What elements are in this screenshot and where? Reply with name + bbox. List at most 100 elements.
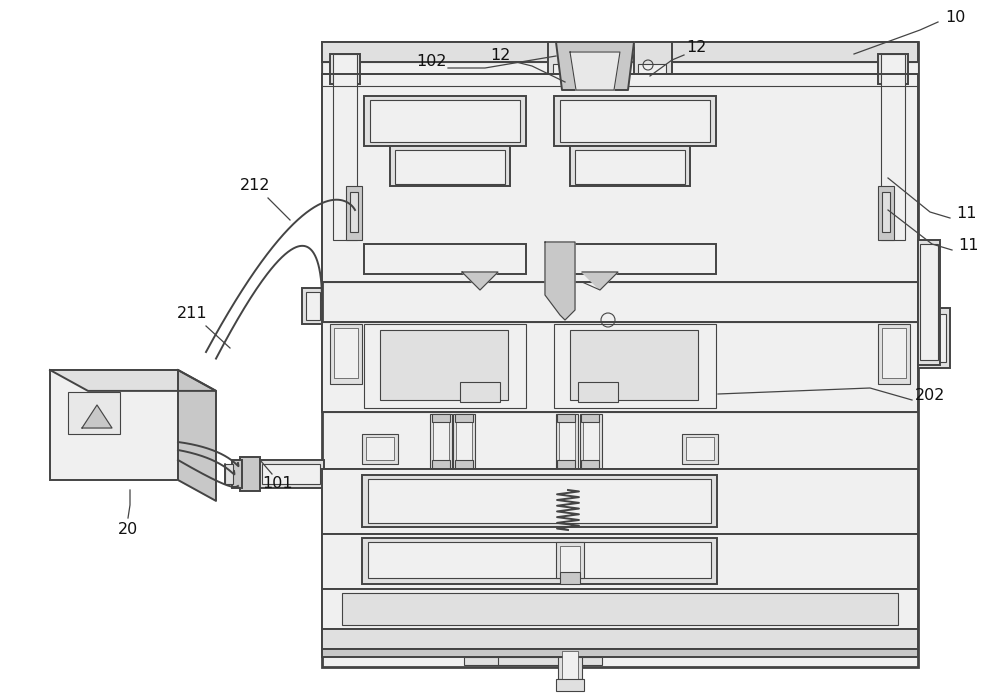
Bar <box>881 54 905 240</box>
Bar <box>364 244 526 274</box>
Bar <box>554 96 716 146</box>
Bar <box>346 186 362 240</box>
Bar <box>878 186 894 240</box>
Polygon shape <box>178 370 216 501</box>
Bar <box>366 437 394 460</box>
Bar <box>557 480 579 492</box>
Bar <box>918 240 940 365</box>
Bar <box>581 460 599 469</box>
Text: 10: 10 <box>945 10 965 25</box>
Bar <box>922 314 946 362</box>
Bar <box>395 150 505 184</box>
Text: 12: 12 <box>686 41 706 55</box>
Text: 20: 20 <box>118 522 138 538</box>
Bar <box>322 322 918 412</box>
Bar <box>364 96 526 146</box>
Bar <box>554 244 716 274</box>
Text: 212: 212 <box>240 178 270 193</box>
Bar <box>433 417 449 465</box>
Bar <box>557 414 575 422</box>
Bar <box>368 479 711 523</box>
Bar <box>575 150 685 184</box>
Bar <box>390 146 510 186</box>
Bar <box>920 244 938 360</box>
Bar <box>302 288 322 324</box>
Bar <box>370 100 520 142</box>
Bar <box>432 460 450 469</box>
Bar <box>368 542 711 578</box>
Bar <box>559 417 575 465</box>
Bar <box>570 146 690 186</box>
Bar <box>570 330 698 400</box>
Polygon shape <box>556 42 634 90</box>
Bar <box>322 649 918 657</box>
Bar <box>322 62 918 74</box>
Bar <box>453 414 475 469</box>
Bar <box>498 657 602 665</box>
Bar <box>322 534 918 589</box>
Text: 12: 12 <box>490 48 510 64</box>
Bar <box>557 460 575 469</box>
Bar <box>322 469 918 534</box>
Bar <box>258 460 324 488</box>
Bar <box>553 64 581 94</box>
Bar <box>50 370 178 480</box>
Bar <box>456 417 472 465</box>
Bar <box>350 192 358 232</box>
Bar <box>306 292 320 320</box>
Bar <box>560 100 710 142</box>
Polygon shape <box>582 272 618 290</box>
Bar <box>878 54 908 84</box>
Bar <box>583 417 599 465</box>
Bar <box>464 657 512 665</box>
Bar <box>330 324 362 384</box>
Bar <box>554 324 716 408</box>
Bar <box>918 308 950 368</box>
Bar <box>878 324 910 384</box>
Bar <box>430 414 452 469</box>
Bar <box>322 42 918 62</box>
Bar <box>432 414 450 422</box>
Text: 11: 11 <box>958 239 978 253</box>
Text: 101: 101 <box>263 477 293 491</box>
Bar <box>562 651 578 689</box>
Bar <box>322 74 918 282</box>
Bar <box>380 330 508 400</box>
Bar <box>638 64 666 94</box>
Bar <box>882 192 890 232</box>
Bar <box>882 328 906 378</box>
Bar <box>68 392 120 434</box>
Bar <box>334 328 358 378</box>
Bar <box>455 460 473 469</box>
Bar <box>342 593 898 625</box>
Bar <box>580 414 602 469</box>
Bar <box>460 382 500 402</box>
Text: 202: 202 <box>915 389 945 403</box>
Polygon shape <box>545 242 575 320</box>
Bar <box>634 42 672 94</box>
Bar <box>362 538 717 584</box>
Bar <box>548 42 586 94</box>
Text: 11: 11 <box>956 206 976 221</box>
Bar <box>581 414 599 422</box>
Bar <box>556 414 578 469</box>
Bar <box>686 437 714 460</box>
Bar <box>552 532 584 542</box>
Polygon shape <box>50 370 216 391</box>
Bar <box>455 414 473 422</box>
Bar <box>240 457 260 491</box>
Bar <box>322 42 918 667</box>
Bar <box>322 589 918 629</box>
Text: 102: 102 <box>417 55 447 69</box>
Bar <box>364 324 526 408</box>
Bar <box>322 629 918 649</box>
Bar <box>232 460 242 488</box>
Bar <box>558 657 582 679</box>
Bar <box>556 679 584 691</box>
Bar <box>362 434 398 464</box>
Polygon shape <box>570 52 620 90</box>
Bar <box>362 475 717 527</box>
Bar <box>262 464 320 484</box>
Bar <box>560 572 580 584</box>
Bar <box>682 434 718 464</box>
